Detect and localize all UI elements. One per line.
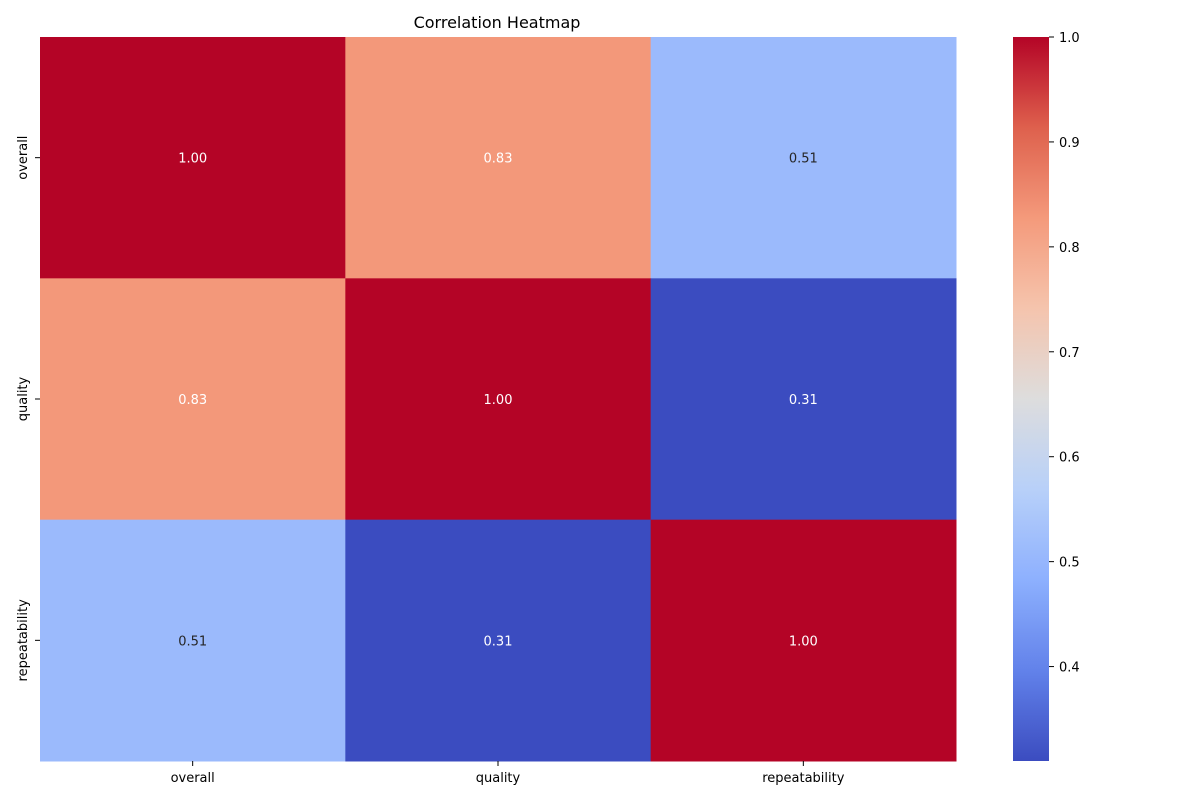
- x-tick-label-quality: quality: [476, 771, 521, 786]
- heatmap-cell-quality-repeatability: [650, 278, 957, 521]
- y-axis: overall quality repeatability: [16, 136, 40, 682]
- heatmap-cell-overall-overall: [40, 37, 346, 279]
- colorbar-tick-label: 0.6: [1059, 451, 1080, 466]
- cell-value-label: 0.83: [484, 152, 513, 167]
- colorbar-tick-label: 0.5: [1059, 556, 1080, 571]
- x-axis: overall quality repeatability: [171, 761, 845, 786]
- cell-value-label: 0.51: [789, 152, 818, 167]
- heatmap-cells: [40, 37, 957, 762]
- heatmap-cell-repeatability-overall: [40, 519, 346, 762]
- cell-value-label: 0.31: [484, 634, 513, 649]
- colorbar-tick-label: 1.0: [1059, 31, 1080, 46]
- colorbar-tick-label: 0.8: [1059, 241, 1080, 256]
- cell-value-label: 1.00: [484, 393, 513, 408]
- cell-value-label: 0.51: [178, 634, 207, 649]
- colorbar-gradient: [1013, 37, 1049, 761]
- heatmap-cell-repeatability-quality: [345, 519, 652, 762]
- y-tick-label-quality: quality: [16, 376, 31, 421]
- cell-value-label: 0.31: [789, 393, 818, 408]
- heatmap-cell-quality-quality: [345, 278, 652, 521]
- x-tick-label-repeatability: repeatability: [762, 771, 845, 786]
- heatmap-cell-labels: 1.00 0.83 0.51 0.83 1.00 0.31 0.51 0.31 1.00: [178, 152, 818, 650]
- heatmap-cell-overall-quality: [345, 37, 652, 279]
- chart-title: Correlation Heatmap: [414, 13, 581, 32]
- cell-value-label: 1.00: [178, 152, 207, 167]
- y-tick-label-overall: overall: [16, 136, 31, 180]
- colorbar: 0.4 0.5 0.6 0.7 0.8 0.9 1.0: [1013, 31, 1080, 761]
- y-tick-label-repeatability: repeatability: [16, 599, 31, 682]
- heatmap-cell-quality-overall: [40, 278, 346, 521]
- heatmap-cell-repeatability-repeatability: [650, 519, 957, 762]
- colorbar-tick-label: 0.4: [1059, 661, 1080, 676]
- colorbar-tick-label: 0.9: [1059, 136, 1080, 151]
- cell-value-label: 1.00: [789, 634, 818, 649]
- heatmap-cell-overall-repeatability: [650, 37, 957, 279]
- colorbar-tick-label: 0.7: [1059, 346, 1080, 361]
- cell-value-label: 0.83: [178, 393, 207, 408]
- x-tick-label-overall: overall: [171, 771, 215, 786]
